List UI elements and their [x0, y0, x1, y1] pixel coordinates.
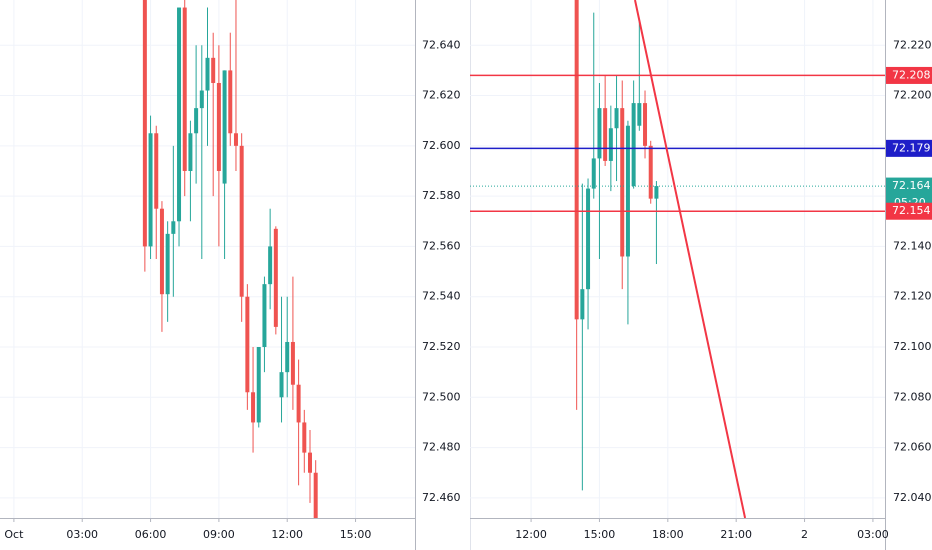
y-tick-label: 72.480 [422, 441, 461, 454]
candle-body [251, 392, 256, 423]
trend-line [634, 0, 747, 518]
candle-body [614, 108, 619, 129]
y-tick-label: 72.140 [893, 239, 932, 252]
candle-body [245, 296, 250, 393]
y-tick-label: 72.040 [893, 491, 932, 504]
candle-body [580, 289, 585, 320]
candle-body [211, 57, 216, 83]
candle-body [216, 82, 221, 171]
candle-body [591, 158, 596, 189]
candle-body [182, 7, 187, 171]
y-tick-label: 72.100 [893, 340, 932, 353]
candle-body [302, 422, 307, 453]
x-tick-label: 15:00 [584, 528, 616, 541]
candle-body [643, 103, 648, 146]
candle-body [273, 228, 278, 327]
candle-body [625, 125, 630, 257]
candle-body [233, 133, 238, 146]
candle-body [159, 208, 164, 295]
candle-body [239, 145, 244, 297]
candle-body [296, 384, 301, 423]
candle-body [648, 145, 653, 199]
candle-body [307, 452, 312, 473]
price-tag-box [886, 202, 932, 220]
x-tick-label: 12:00 [515, 528, 547, 541]
y-tick-label: 72.120 [893, 290, 932, 303]
x-tick-label: 15:00 [340, 528, 372, 541]
y-tick-label: 72.060 [893, 441, 932, 454]
x-tick-label: 2 [801, 528, 808, 541]
y-tick-label: 72.580 [422, 189, 461, 202]
price-tag-box [886, 139, 932, 157]
candle-body [228, 70, 233, 134]
candle-body [256, 347, 261, 423]
candle-body [637, 103, 642, 126]
candle-body [199, 90, 204, 109]
candle-body [177, 7, 182, 222]
y-tick-label: 72.540 [422, 290, 461, 303]
candle-body [279, 372, 284, 398]
y-tick-label: 72.500 [422, 390, 461, 403]
y-tick-label: 72.460 [422, 491, 461, 504]
candle-body [142, 0, 147, 247]
candle-body [586, 188, 591, 290]
price-tag: 72.179 [886, 139, 932, 157]
candle-body [205, 57, 210, 91]
x-tick-label: Oct [4, 528, 24, 541]
candle-body [620, 108, 625, 257]
price-tag-label: 72.179 [892, 141, 931, 154]
candle-body [154, 133, 159, 209]
y-tick-label: 72.600 [422, 139, 461, 152]
y-tick-label: 72.640 [422, 38, 461, 51]
plot-area [470, 0, 885, 518]
x-tick-label: 18:00 [652, 528, 684, 541]
candle-body [631, 103, 636, 187]
y-tick-label: 72.560 [422, 239, 461, 252]
candle-body [165, 233, 170, 295]
x-tick-label: 12:00 [271, 528, 303, 541]
y-tick-label: 72.200 [893, 89, 932, 102]
price-tag-label: 72.208 [892, 68, 931, 81]
y-tick-label: 72.620 [422, 89, 461, 102]
plot-area [0, 0, 415, 518]
candle-body [608, 128, 613, 161]
candle-body [268, 246, 273, 285]
x-tick-label: 03:00 [66, 528, 98, 541]
y-tick-label: 72.520 [422, 340, 461, 353]
candle-body [262, 284, 267, 348]
candle-body [171, 221, 176, 234]
candle-body [597, 108, 602, 159]
price-tag: 72.208 [886, 66, 932, 84]
x-tick-label: 06:00 [135, 528, 167, 541]
x-tick-label: 09:00 [203, 528, 235, 541]
candle-body [188, 133, 193, 171]
y-tick-label: 72.220 [893, 38, 932, 51]
candle-body [574, 0, 579, 320]
candle-body [285, 341, 290, 373]
price-tag: 72.154 [886, 202, 932, 220]
candle-body [313, 472, 318, 518]
price-tag-box [886, 66, 932, 84]
candle-body [290, 341, 295, 385]
price-tag-label: 72.154 [892, 204, 931, 217]
candle-body [222, 70, 227, 184]
price-tag-label: 72.164 [892, 179, 931, 192]
candle-body [654, 186, 659, 199]
x-tick-label: 03:00 [857, 528, 889, 541]
candle-body [148, 133, 153, 247]
candle-body [603, 108, 608, 161]
candle-body [194, 108, 199, 134]
y-tick-label: 72.080 [893, 390, 932, 403]
x-tick-label: 21:00 [720, 528, 752, 541]
